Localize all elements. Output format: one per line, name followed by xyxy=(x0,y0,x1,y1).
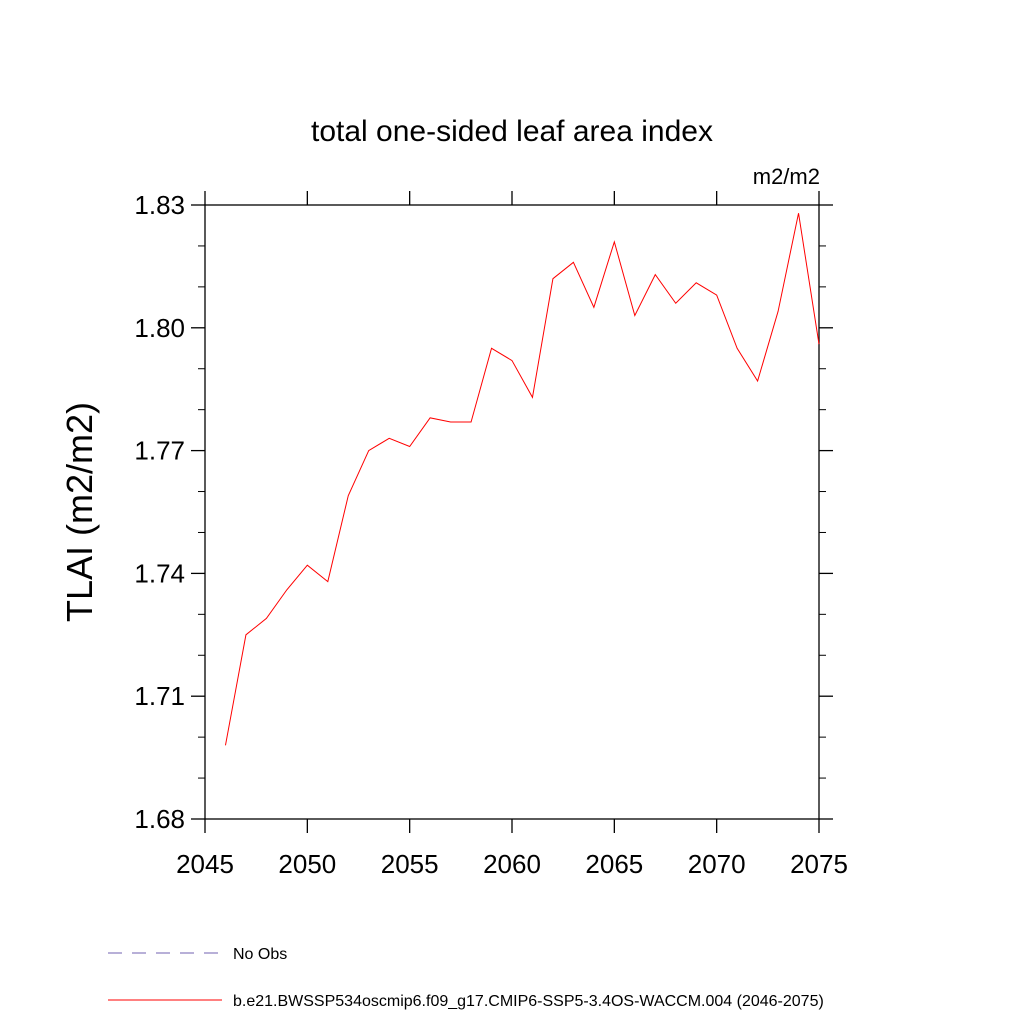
y-tick-label: 1.68 xyxy=(134,804,185,834)
y-tick-label: 1.80 xyxy=(134,313,185,343)
x-tick-label: 2055 xyxy=(381,849,439,879)
legend-label-0: No Obs xyxy=(233,946,287,963)
legend-label-1: b.e21.BWSSP534oscmip6.f09_g17.CMIP6-SSP5… xyxy=(233,993,824,1010)
y-tick-label: 1.74 xyxy=(134,558,185,588)
y-tick-label: 1.77 xyxy=(134,436,185,466)
y-tick-label: 1.71 xyxy=(134,681,185,711)
x-tick-label: 2075 xyxy=(790,849,848,879)
chart-title: total one-sided leaf area index xyxy=(311,115,713,148)
x-tick-label: 2060 xyxy=(483,849,541,879)
legend: No Obs b.e21.BWSSP534oscmip6.f09_g17.CMIP… xyxy=(108,946,824,1010)
plot-frame xyxy=(204,204,820,820)
y-axis-label: TLAI (m2/m2) xyxy=(59,402,100,622)
series-lines xyxy=(224,213,820,746)
units-label: m2/m2 xyxy=(753,164,820,189)
x-tick-label: 2065 xyxy=(585,849,643,879)
axis-tick-labels: 2045 2050 2055 2060 2065 2070 2075 1.68 1.71 1.74… xyxy=(134,190,848,879)
x-tick-label: 2070 xyxy=(688,849,746,879)
x-tick-label: 2045 xyxy=(176,849,234,879)
y-tick-label: 1.83 xyxy=(134,190,185,220)
x-tick-label: 2050 xyxy=(278,849,336,879)
series-line-1 xyxy=(224,213,820,746)
axis-ticks xyxy=(191,191,833,833)
